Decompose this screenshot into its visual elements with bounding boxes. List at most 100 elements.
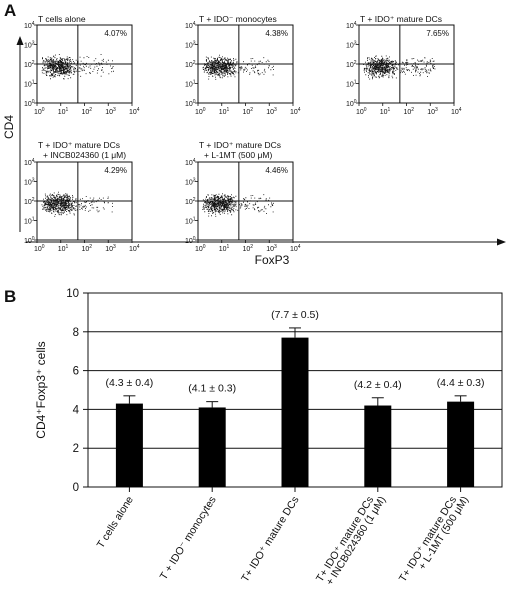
x-tick-exponent: 0 xyxy=(42,107,45,113)
y-tick-label: 102 xyxy=(185,197,196,206)
y-tick-exponent: 2 xyxy=(32,197,35,203)
x-tick-label: 101 xyxy=(58,244,69,253)
x-tick-exponent: 1 xyxy=(388,107,391,113)
y-tick-label: 102 xyxy=(24,197,35,206)
y-tick-exponent: 4 xyxy=(354,21,357,27)
x-tick-exponent: 4 xyxy=(137,107,140,113)
panel-b-label: B xyxy=(4,287,16,306)
dot-plot-1: T cells alone4.07%1001001011011021021031… xyxy=(24,14,140,116)
x-tick-label: 100 xyxy=(34,107,45,116)
y-tick-exponent: 3 xyxy=(32,178,35,184)
y-tick-label: 101 xyxy=(24,217,35,226)
y-tick-exponent: 3 xyxy=(354,41,357,47)
quadrant-percent: 4.29% xyxy=(104,166,127,175)
dot-plot-title: T cells alone xyxy=(38,14,86,24)
data-label: (7.7 ± 0.5) xyxy=(271,309,319,321)
x-tick-label: 100 xyxy=(195,107,206,116)
x-tick-exponent: 2 xyxy=(89,107,92,113)
bar xyxy=(447,401,475,487)
y-tick-exponent: 2 xyxy=(193,197,196,203)
x-tick-label: 104 xyxy=(129,244,140,253)
x-tick-exponent: 4 xyxy=(459,107,462,113)
y-tick-label: 100 xyxy=(185,99,196,108)
x-tick-label: 104 xyxy=(129,107,140,116)
y-tick-label: 103 xyxy=(185,41,196,50)
x-tick-label: 104 xyxy=(290,244,301,253)
y-tick-exponent: 1 xyxy=(193,217,196,223)
data-label: (4.1 ± 0.3) xyxy=(188,383,236,395)
y-tick-exponent: 0 xyxy=(354,99,357,105)
x-tick-label: 102 xyxy=(404,107,415,116)
x-tick-label: 103 xyxy=(266,244,277,253)
y-tick-label: 104 xyxy=(185,158,196,167)
x-tick-label: 103 xyxy=(105,107,116,116)
x-tick-exponent: 0 xyxy=(42,244,45,250)
y-tick-label: 104 xyxy=(24,21,35,30)
y-tick-label: 104 xyxy=(185,21,196,30)
y-tick-exponent: 4 xyxy=(32,158,35,164)
dot-plot-title: T + IDO⁺ mature DCs xyxy=(199,140,281,150)
x-tick-exponent: 2 xyxy=(250,244,253,250)
y-tick-exponent: 1 xyxy=(32,80,35,86)
y-tick-label: 103 xyxy=(346,41,357,50)
bar xyxy=(115,403,143,487)
data-label: (4.4 ± 0.3) xyxy=(437,377,485,389)
x-tick-exponent: 3 xyxy=(113,107,116,113)
x-tick-label: 102 xyxy=(243,244,254,253)
x-tick-exponent: 4 xyxy=(298,244,301,250)
y-tick-label: 101 xyxy=(185,80,196,89)
panel-a: A CD4 FoxP3 T cells alone4.07%1001001011… xyxy=(2,1,506,267)
y-tick-label: 102 xyxy=(185,60,196,69)
cd4-axis-label: CD4 xyxy=(2,115,16,139)
y-tick-exponent: 3 xyxy=(32,41,35,47)
dot-plot-3: T + IDO⁺ mature DCs7.65%1001001011011021… xyxy=(346,14,462,116)
y-tick-label: 2 xyxy=(73,443,79,455)
dot-plot-title: T + IDO⁺ mature DCs xyxy=(38,140,120,150)
y-tick-label: 101 xyxy=(346,80,357,89)
x-tick-exponent: 3 xyxy=(274,244,277,250)
x-tick-exponent: 2 xyxy=(411,107,414,113)
quadrant-percent: 4.07% xyxy=(104,29,127,38)
y-tick-label: 103 xyxy=(24,41,35,50)
y-tick-label: 103 xyxy=(24,178,35,187)
y-tick-exponent: 0 xyxy=(193,99,196,105)
foxp3-arrow-head xyxy=(497,238,506,246)
y-tick-label: 102 xyxy=(346,60,357,69)
x-tick-label: 102 xyxy=(82,244,93,253)
panel-b: B 0 2 4 6 8 10 CD4⁺Foxp3⁺ cells (4.3 ± 0.4) T cel… xyxy=(4,287,503,588)
y-tick-exponent: 1 xyxy=(32,217,35,223)
y-tick-label: 0 xyxy=(73,482,79,494)
y-tick-exponent: 2 xyxy=(32,60,35,66)
y-tick-label: 104 xyxy=(346,21,357,30)
x-tick-exponent: 4 xyxy=(298,107,301,113)
x-tick-exponent: 1 xyxy=(66,107,69,113)
y-tick-label: 100 xyxy=(24,236,35,245)
x-tick-label: 102 xyxy=(243,107,254,116)
y-tick-label: 8 xyxy=(73,327,79,339)
y-tick-exponent: 1 xyxy=(193,80,196,86)
dot-cloud xyxy=(41,54,114,80)
x-tick-label: 100 xyxy=(34,244,45,253)
y-tick-exponent: 2 xyxy=(193,60,196,66)
x-category-label: T+ IDO⁺ mature DCs xyxy=(314,494,376,584)
y-tick-exponent: 4 xyxy=(32,21,35,27)
x-tick-exponent: 1 xyxy=(227,244,230,250)
y-tick-exponent: 0 xyxy=(32,236,35,242)
x-tick-label: 104 xyxy=(451,107,462,116)
x-category-label: T cells alone xyxy=(95,494,136,550)
foxp3-axis-label: FoxP3 xyxy=(255,253,290,267)
quadrant-percent: 4.46% xyxy=(265,166,288,175)
y-tick-label: 104 xyxy=(24,158,35,167)
x-tick-exponent: 3 xyxy=(113,244,116,250)
dot-cloud xyxy=(41,191,113,217)
x-tick-label: 103 xyxy=(266,107,277,116)
x-tick-exponent: 4 xyxy=(137,244,140,250)
y-tick-label: 10 xyxy=(66,288,79,300)
y-tick-label: 100 xyxy=(346,99,357,108)
y-tick-exponent: 2 xyxy=(354,60,357,66)
y-tick-label: 100 xyxy=(185,236,196,245)
bar xyxy=(281,337,309,487)
x-tick-exponent: 3 xyxy=(435,107,438,113)
x-tick-label: 101 xyxy=(219,107,230,116)
